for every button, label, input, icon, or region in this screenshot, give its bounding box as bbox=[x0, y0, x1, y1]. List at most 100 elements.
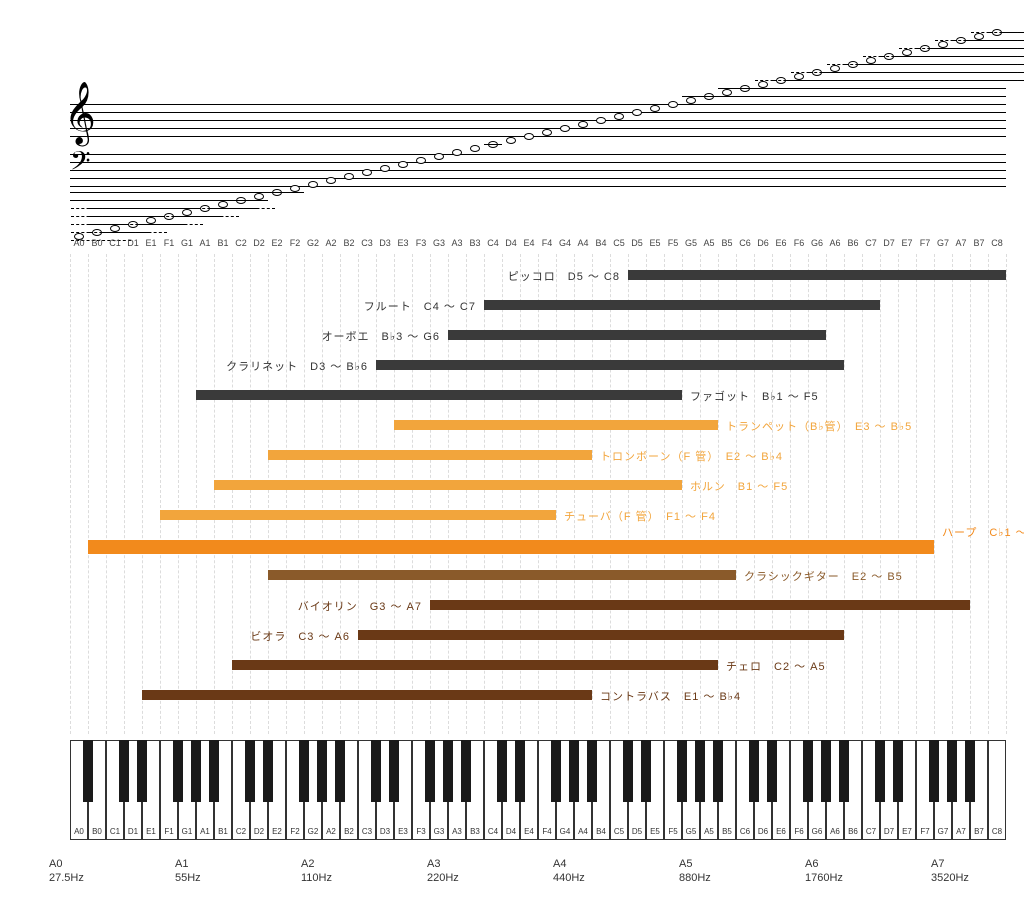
note-label: F5 bbox=[664, 238, 682, 248]
black-key bbox=[965, 740, 975, 802]
ledger-line bbox=[952, 88, 970, 89]
ledger-line bbox=[232, 192, 250, 193]
staff-line bbox=[70, 186, 1006, 187]
ledger-line bbox=[736, 88, 754, 89]
black-key bbox=[317, 740, 327, 802]
note-label: D2 bbox=[250, 238, 268, 248]
ledger-line bbox=[862, 96, 880, 97]
key-label: B7 bbox=[971, 827, 987, 836]
notehead bbox=[560, 125, 570, 132]
notehead bbox=[578, 121, 588, 128]
key-label: B6 bbox=[845, 827, 861, 836]
notehead bbox=[542, 129, 552, 136]
ledger-line bbox=[143, 224, 203, 225]
key-label: D4 bbox=[503, 827, 519, 836]
black-key bbox=[515, 740, 525, 802]
grand-staff: 𝄞𝄢 bbox=[70, 18, 1006, 218]
ledger-line bbox=[916, 96, 934, 97]
note-label: F7 bbox=[916, 238, 934, 248]
ledger-line bbox=[989, 40, 1024, 41]
range-label: クラリネット D3 〜 B♭6 bbox=[226, 358, 368, 374]
freq-marker: A027.5Hz bbox=[49, 858, 109, 886]
black-key bbox=[389, 740, 399, 802]
key-label: C1 bbox=[107, 827, 123, 836]
black-key bbox=[83, 740, 93, 802]
note-label: G6 bbox=[808, 238, 826, 248]
range-label: トランペット（B♭管） E3 〜 B♭5 bbox=[726, 418, 912, 434]
freq-hz: 1760Hz bbox=[805, 872, 843, 884]
key-label: C7 bbox=[863, 827, 879, 836]
freq-marker: A73520Hz bbox=[931, 858, 991, 886]
ledger-line bbox=[916, 88, 934, 89]
notehead bbox=[866, 57, 876, 64]
freq-note: A0 bbox=[49, 858, 62, 870]
ledger-line bbox=[160, 192, 178, 193]
notehead bbox=[686, 97, 696, 104]
black-key bbox=[335, 740, 345, 802]
key-label: G1 bbox=[179, 827, 195, 836]
key-label: G7 bbox=[935, 827, 951, 836]
note-label: G7 bbox=[934, 238, 952, 248]
key-label: F6 bbox=[791, 827, 807, 836]
black-key bbox=[263, 740, 273, 802]
black-key bbox=[209, 740, 219, 802]
ledger-line bbox=[970, 88, 988, 89]
notehead bbox=[290, 185, 300, 192]
key-label: D2 bbox=[251, 827, 267, 836]
note-label: G3 bbox=[430, 238, 448, 248]
note-label: D7 bbox=[880, 238, 898, 248]
black-key bbox=[749, 740, 759, 802]
key-label: F1 bbox=[161, 827, 177, 836]
key-label: F2 bbox=[287, 827, 303, 836]
black-key bbox=[569, 740, 579, 802]
ledger-line bbox=[268, 192, 286, 193]
black-key bbox=[929, 740, 939, 802]
note-label: A4 bbox=[574, 238, 592, 248]
black-key bbox=[461, 740, 471, 802]
range-bar bbox=[88, 540, 934, 554]
ledger-line bbox=[160, 200, 178, 201]
ledger-line bbox=[898, 96, 916, 97]
key-label: A3 bbox=[449, 827, 465, 836]
note-label: E1 bbox=[142, 238, 160, 248]
key-label: E2 bbox=[269, 827, 285, 836]
bass-clef: 𝄢 bbox=[70, 146, 91, 184]
staff-line bbox=[70, 128, 1006, 129]
staff-line bbox=[70, 178, 1006, 179]
ledger-line bbox=[124, 192, 142, 193]
key-label: E3 bbox=[395, 827, 411, 836]
ledger-line bbox=[179, 216, 239, 217]
ledger-line bbox=[989, 32, 1024, 33]
ledger-line bbox=[862, 88, 880, 89]
ledger-line bbox=[700, 96, 718, 97]
notehead bbox=[722, 89, 732, 96]
white-key: C8 bbox=[988, 740, 1006, 840]
key-label: E1 bbox=[143, 827, 159, 836]
ledger-line bbox=[989, 72, 1024, 73]
ledger-line bbox=[124, 200, 142, 201]
ledger-line bbox=[772, 96, 790, 97]
black-key bbox=[803, 740, 813, 802]
key-label: C4 bbox=[485, 827, 501, 836]
freq-note: A6 bbox=[805, 858, 818, 870]
ledger-line bbox=[250, 192, 268, 193]
ledger-line bbox=[880, 96, 898, 97]
freq-note: A5 bbox=[679, 858, 692, 870]
note-label: B7 bbox=[970, 238, 988, 248]
note-label: C4 bbox=[484, 238, 502, 248]
notehead bbox=[524, 133, 534, 140]
notehead bbox=[398, 161, 408, 168]
ledger-line bbox=[107, 232, 167, 233]
range-bar bbox=[484, 300, 880, 310]
ledger-line bbox=[970, 96, 988, 97]
key-label: B1 bbox=[215, 827, 231, 836]
freq-hz: 440Hz bbox=[553, 872, 585, 884]
ledger-line bbox=[880, 88, 898, 89]
ledger-line bbox=[70, 200, 88, 201]
note-label: A0 bbox=[70, 238, 88, 248]
staff-line bbox=[70, 104, 1006, 105]
key-label: B2 bbox=[341, 827, 357, 836]
key-label: D6 bbox=[755, 827, 771, 836]
key-label: G2 bbox=[305, 827, 321, 836]
black-key bbox=[641, 740, 651, 802]
